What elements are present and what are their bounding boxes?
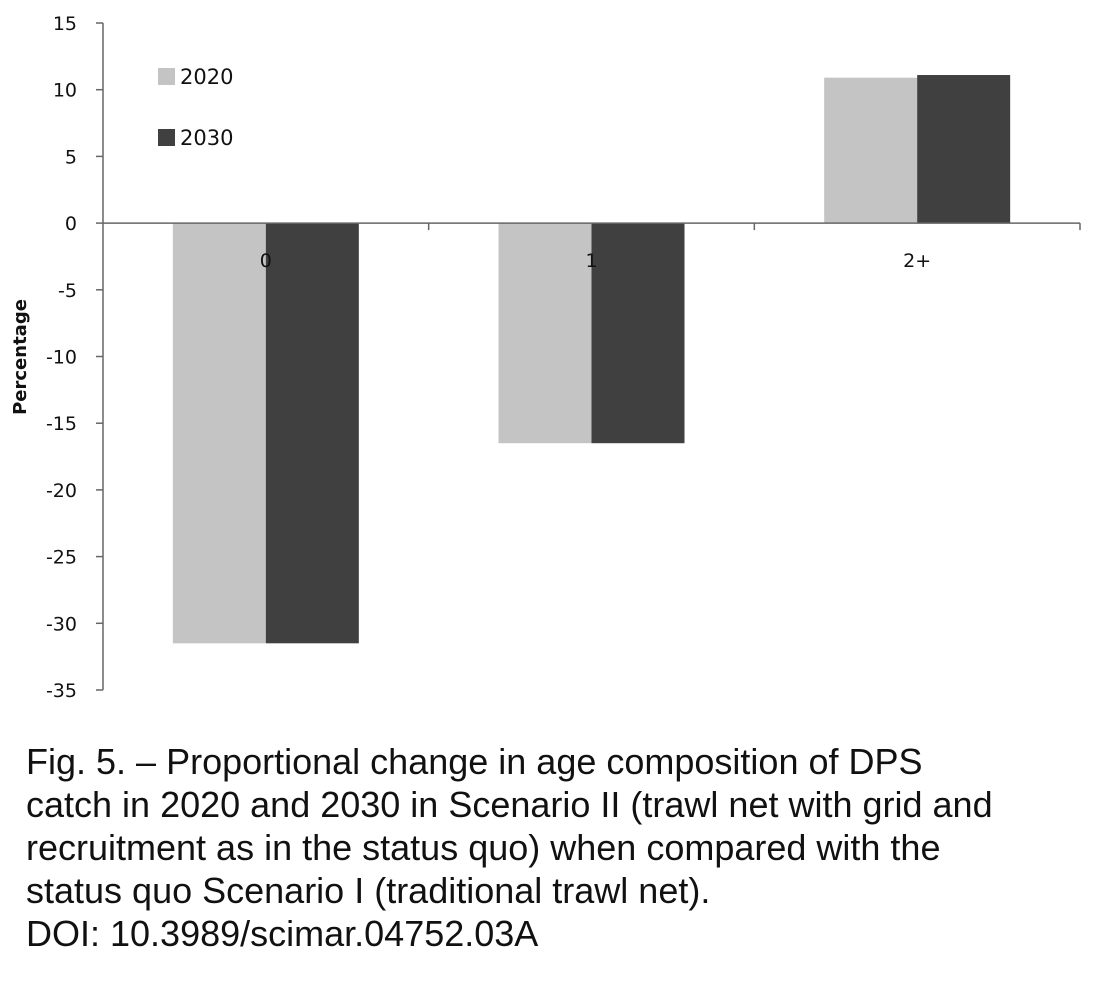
x-category-label: 2+: [903, 250, 931, 272]
y-tick-label: -5: [58, 280, 77, 302]
y-tick-label: -15: [46, 413, 77, 435]
bar-2020-1: [498, 223, 592, 444]
x-ticks-group: [427, 223, 1081, 231]
y-tick-label: -30: [46, 613, 77, 635]
y-tick-label: 0: [65, 213, 77, 235]
bar-2030-2+: [917, 75, 1011, 224]
y-tick-label: -10: [46, 347, 77, 369]
legend-swatch-2020: [158, 68, 175, 85]
y-tick-label: -35: [46, 680, 77, 702]
bar-2030-0: [265, 223, 359, 644]
y-tick-label: -20: [46, 480, 77, 502]
caption-line: Fig. 5. – Proportional change in age com…: [26, 741, 923, 782]
bar-2030-1: [591, 223, 685, 444]
caption-line: DOI: 10.3989/scimar.04752.03A: [26, 913, 539, 954]
x-category-label: 0: [260, 250, 272, 272]
y-tick-label: 10: [53, 80, 77, 102]
caption-line: catch in 2020 and 2030 in Scenario II (t…: [26, 784, 993, 825]
legend-label-2020: 2020: [180, 65, 233, 89]
legend: 2020 2030: [158, 65, 233, 150]
y-tick-label: 15: [53, 13, 77, 35]
bar-2020-0: [172, 223, 266, 644]
bar-2020-2+: [824, 77, 918, 224]
legend-label-2030: 2030: [180, 126, 233, 150]
x-category-label: 1: [585, 250, 597, 272]
caption-line: status quo Scenario I (traditional trawl…: [26, 870, 711, 911]
bars-group: [172, 75, 1011, 644]
y-tick-label: 5: [65, 146, 77, 168]
category-labels-group: 0 1 2+: [260, 250, 931, 272]
legend-swatch-2030: [158, 129, 175, 146]
y-axis-label: Percentage: [10, 299, 31, 415]
bar-chart: 15 10 5 0 -5 -10 -15 -20 -25 -30 -35 0 1 2+ Percenta…: [10, 13, 1081, 702]
y-tick-label: -25: [46, 547, 77, 569]
caption-line: recruitment as in the status quo) when c…: [26, 827, 941, 868]
y-ticks-group: 15 10 5 0 -5 -10 -15 -20 -25 -30 -35: [46, 13, 103, 702]
figure-caption: Fig. 5. – Proportional change in age com…: [26, 740, 1096, 955]
